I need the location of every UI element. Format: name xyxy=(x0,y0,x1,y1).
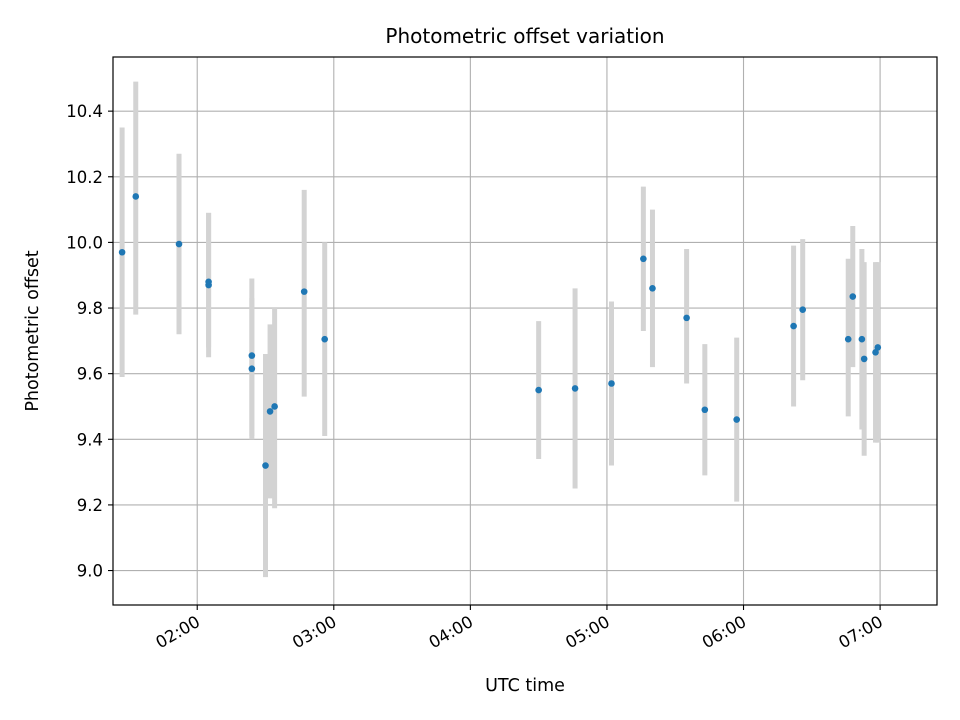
y-tick-label: 9.4 xyxy=(77,430,103,449)
data-point xyxy=(271,403,278,410)
chart-title: Photometric offset variation xyxy=(385,24,664,48)
data-point xyxy=(799,306,807,313)
data-point xyxy=(205,278,212,286)
y-tick-label: 10.4 xyxy=(66,102,103,121)
data-point xyxy=(300,288,308,295)
data-point xyxy=(262,462,269,469)
data-point xyxy=(175,240,183,248)
data-point xyxy=(874,344,882,351)
data-point xyxy=(266,408,274,415)
data-point xyxy=(860,355,868,363)
data-point xyxy=(608,380,615,387)
data-point xyxy=(248,352,256,359)
data-point xyxy=(248,365,256,373)
data-point xyxy=(844,335,852,343)
y-tick-label: 9.0 xyxy=(77,562,103,581)
data-point xyxy=(733,416,740,423)
data-point xyxy=(649,285,656,292)
y-tick-label: 9.6 xyxy=(77,365,103,384)
y-axis-label: Photometric offset xyxy=(23,250,43,411)
data-point xyxy=(535,386,542,394)
x-axis-label: UTC time xyxy=(485,676,565,696)
y-tick-label: 9.2 xyxy=(77,496,103,515)
data-point xyxy=(790,322,797,330)
data-point xyxy=(118,248,126,256)
data-point xyxy=(321,335,328,343)
data-point xyxy=(640,255,647,263)
y-tick-label: 9.8 xyxy=(77,299,103,318)
data-point xyxy=(872,349,879,356)
y-tick-label: 10.2 xyxy=(66,168,103,187)
data-point xyxy=(683,314,690,322)
data-points xyxy=(118,193,882,469)
data-point xyxy=(858,335,866,343)
data-point xyxy=(571,385,579,392)
data-point xyxy=(701,406,709,414)
plot-frame xyxy=(112,56,938,606)
data-point xyxy=(849,293,857,300)
data-point xyxy=(132,193,140,200)
y-tick-label: 10.0 xyxy=(66,233,103,252)
